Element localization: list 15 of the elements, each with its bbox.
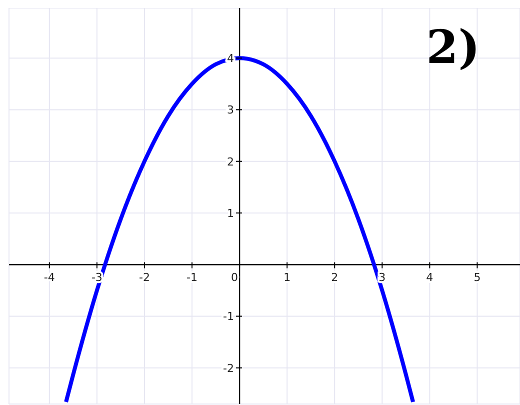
y-tick-label: 1 xyxy=(226,206,234,220)
annotation: 2) xyxy=(426,20,480,74)
x-tick-label: 5 xyxy=(474,271,481,284)
x-tick-label: 2 xyxy=(331,271,338,284)
y-tick-label: -2 xyxy=(223,362,234,375)
y-tick-label: 2 xyxy=(226,155,234,168)
y-tick-label: -1 xyxy=(223,310,234,324)
x-tick-label: 1 xyxy=(284,271,291,284)
line-series xyxy=(64,56,416,404)
x-tick-label: -4 xyxy=(44,271,55,284)
x-tick-label: 4 xyxy=(426,271,434,284)
x-tick-label: -2 xyxy=(138,271,150,284)
x-tick-label: -1 xyxy=(186,271,198,284)
x-tick-label: 0 xyxy=(231,271,238,284)
y-tick-label: 3 xyxy=(226,104,234,117)
